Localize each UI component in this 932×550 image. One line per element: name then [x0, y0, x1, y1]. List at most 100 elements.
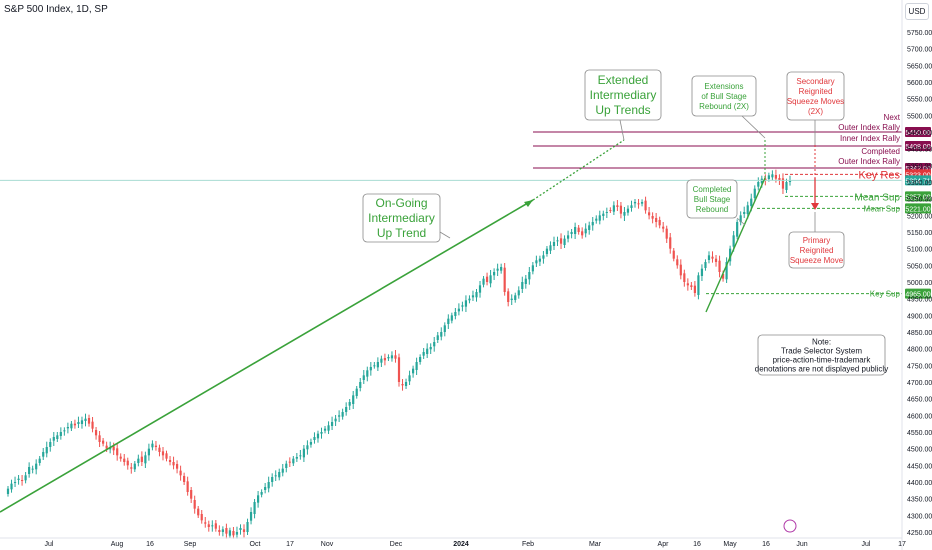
candle-body	[440, 332, 443, 337]
callout-completed-bull-box	[686, 179, 738, 219]
candle-body	[443, 325, 446, 332]
candle-body	[757, 182, 760, 187]
candle-body	[77, 422, 80, 424]
candle-body	[721, 274, 725, 279]
y-tick-label: 4800.00	[907, 347, 932, 354]
candle-body	[320, 432, 323, 434]
candle-body	[651, 216, 654, 219]
y-tick-label: 4400.00	[907, 480, 932, 487]
candle-body	[475, 292, 478, 298]
candle-body	[390, 355, 394, 359]
y-tick-label: 5450.00	[907, 130, 932, 137]
candle-body	[45, 447, 48, 454]
price-tag-label: 5221.00	[905, 206, 930, 213]
candle-body	[538, 258, 542, 262]
candle-body	[493, 272, 496, 276]
y-tick-label: 4550.00	[907, 430, 932, 437]
y-tick-label: 4650.00	[907, 397, 932, 404]
y-tick-label: 4950.00	[907, 297, 932, 304]
price-tag	[905, 127, 931, 137]
candle-body	[387, 357, 390, 359]
candle-body	[292, 458, 295, 464]
x-tick-label: Apr	[658, 541, 670, 548]
candle-body	[38, 458, 41, 463]
candle-body	[119, 456, 122, 459]
candle-body	[126, 460, 129, 466]
chart-title: S&P 500 Index, 1D, SP	[4, 4, 108, 15]
candle-body	[602, 213, 605, 216]
annotation-mean-sup-2: Mean Sup	[864, 204, 901, 213]
candle-body	[211, 525, 214, 527]
candle-body	[165, 453, 168, 459]
candle-body	[640, 202, 644, 204]
y-tick-label: 5700.00	[907, 47, 932, 54]
candle-body	[218, 530, 221, 532]
candle-body	[764, 178, 767, 181]
x-tick-label: Aug	[111, 541, 124, 548]
annotation-key-res: Key Res	[858, 169, 900, 181]
levels: 5450.005408.005342.005323.005304.715257.…	[0, 127, 931, 299]
candle-body	[736, 222, 739, 237]
candle-body	[394, 355, 397, 359]
candle-body	[693, 285, 696, 293]
annotation-completed-outer: Completed Outer Index Rally	[838, 147, 900, 166]
callout-completed-bull-tail	[736, 217, 746, 226]
candle-body	[588, 225, 591, 230]
candle-body	[249, 512, 253, 521]
candle-body	[306, 445, 309, 450]
candle-body	[774, 175, 778, 179]
candle-body	[503, 267, 506, 292]
x-tick-label: 2024	[453, 541, 469, 548]
candle-body	[683, 273, 686, 282]
candle-body	[658, 220, 661, 226]
candle-body	[35, 463, 38, 470]
y-tick-label: 4600.00	[907, 413, 932, 420]
candle-body	[552, 242, 556, 246]
candle-body	[17, 478, 20, 480]
candle-body	[637, 203, 640, 205]
candle-body	[28, 467, 31, 474]
x-tick-label: Sep	[184, 541, 197, 548]
candle-body	[665, 228, 668, 239]
candle-body	[42, 452, 45, 457]
callout-note-text: Note: Trade Selector System price-action-t…	[755, 337, 888, 373]
candle-body	[464, 300, 468, 307]
candle-body	[468, 298, 471, 301]
callout-ongoing-box	[362, 193, 441, 243]
callout-extensions-box	[691, 75, 757, 117]
candle-body	[612, 205, 615, 212]
candle-body	[556, 240, 559, 242]
candle-body	[94, 430, 98, 436]
candle-body	[253, 502, 256, 514]
candle-body	[404, 382, 408, 386]
callout-secondary-text: Secondary Reignited Squeeze Moves (2X)	[787, 77, 844, 116]
candle-body	[334, 418, 337, 422]
candle-body	[545, 248, 549, 254]
candle-body	[574, 227, 577, 234]
callout-secondary-box	[786, 71, 845, 121]
candle-body	[725, 262, 728, 280]
x-tick-label: May	[723, 541, 737, 548]
candle-body	[316, 433, 320, 439]
x-tick-label: Jun	[796, 541, 807, 548]
y-tick-label: 4700.00	[907, 380, 932, 387]
annotation-inner: Inner Index Rally	[840, 134, 900, 143]
candle-body	[172, 462, 175, 466]
x-axis: Jul Aug 16 Sep Oct 17 Nov Dec 2024 Feb Mar Apr 16 May…	[0, 537, 906, 548]
candle-body	[288, 461, 291, 463]
candle-body	[686, 283, 689, 286]
candle-body	[711, 256, 714, 259]
currency-button[interactable]: USD	[905, 3, 929, 20]
candle-body	[605, 212, 608, 213]
callout-primary-box	[788, 231, 845, 269]
candle-body	[323, 428, 327, 431]
candle-body	[327, 425, 330, 431]
price-tag-label: 5304.71	[905, 178, 930, 185]
y-tick-label: 5650.00	[907, 63, 932, 70]
y-tick-label: 5000.00	[907, 280, 932, 287]
annotation-mean-sup-1: Mean Sup	[854, 192, 900, 203]
price-tag	[905, 191, 931, 202]
candle-body	[168, 460, 172, 462]
candle-body	[355, 388, 358, 396]
